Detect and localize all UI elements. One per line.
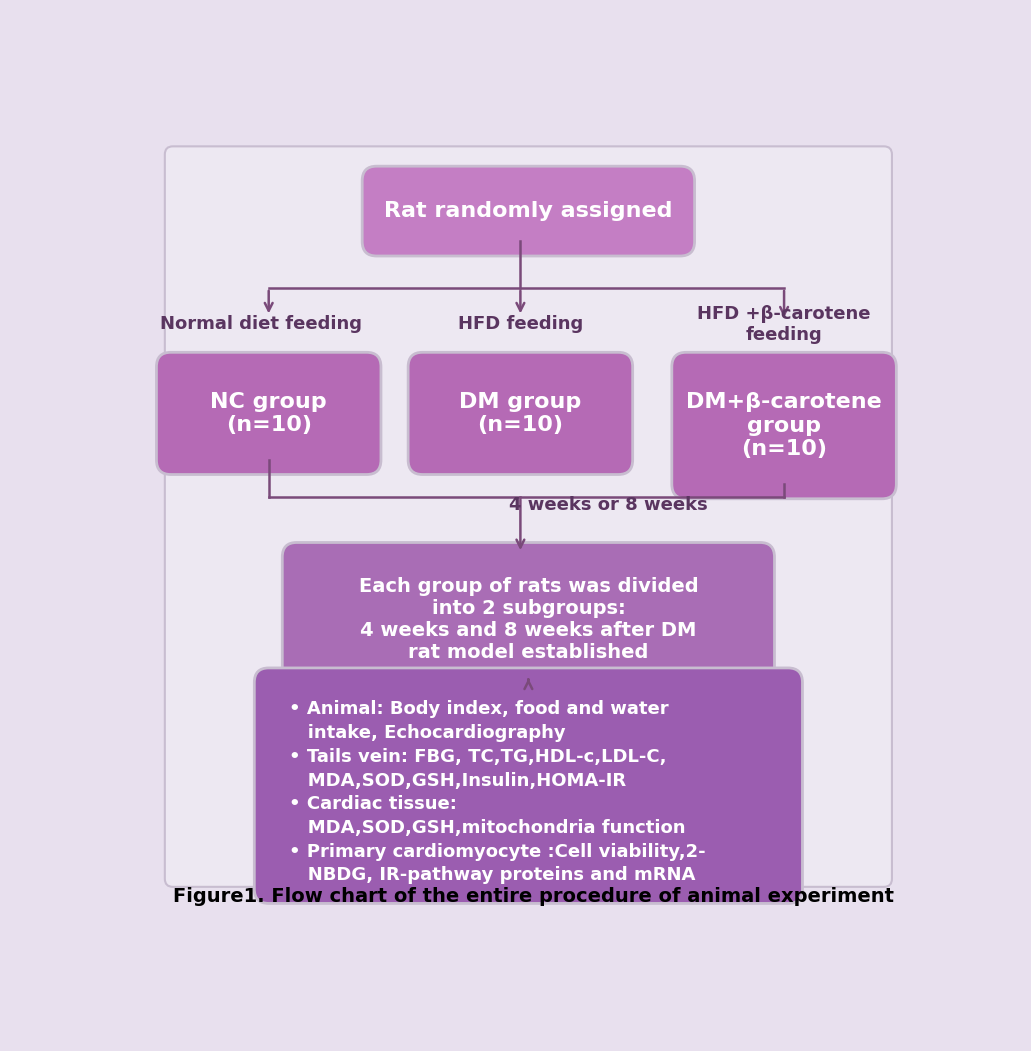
Text: HFD feeding: HFD feeding [458,315,583,333]
Text: • Cardiac tissue:: • Cardiac tissue: [289,796,457,813]
FancyBboxPatch shape [157,352,381,474]
Text: HFD +β-carotene
feeding: HFD +β-carotene feeding [697,305,871,344]
Text: • Primary cardiomyocyte :Cell viability,2-: • Primary cardiomyocyte :Cell viability,… [289,843,705,861]
Text: Figure1. Flow chart of the entire procedure of animal experiment: Figure1. Flow chart of the entire proced… [173,887,894,906]
Text: NBDG, IR-pathway proteins and mRNA: NBDG, IR-pathway proteins and mRNA [289,866,695,885]
FancyBboxPatch shape [408,352,633,474]
Text: • Tails vein: FBG, TC,TG,HDL-c,LDL-C,: • Tails vein: FBG, TC,TG,HDL-c,LDL-C, [289,747,666,766]
Text: NC group
(n=10): NC group (n=10) [210,392,327,435]
FancyBboxPatch shape [282,542,774,697]
Text: 4 weeks or 8 weeks: 4 weeks or 8 weeks [509,496,707,514]
Text: MDA,SOD,GSH,Insulin,HOMA-IR: MDA,SOD,GSH,Insulin,HOMA-IR [289,771,626,789]
Text: DM+β-carotene
group
(n=10): DM+β-carotene group (n=10) [687,392,882,458]
FancyBboxPatch shape [255,668,802,904]
Text: intake, Echocardiography: intake, Echocardiography [289,724,565,742]
Text: Rat randomly assigned: Rat randomly assigned [385,201,672,221]
FancyBboxPatch shape [672,352,896,499]
Text: Each group of rats was divided
into 2 subgroups:
4 weeks and 8 weeks after DM
ra: Each group of rats was divided into 2 su… [359,577,698,662]
FancyBboxPatch shape [362,166,695,256]
Text: DM group
(n=10): DM group (n=10) [459,392,581,435]
Text: Normal diet feeding: Normal diet feeding [160,315,362,333]
Text: MDA,SOD,GSH,mitochondria function: MDA,SOD,GSH,mitochondria function [289,819,686,837]
FancyBboxPatch shape [165,146,892,887]
Text: • Animal: Body index, food and water: • Animal: Body index, food and water [289,700,668,718]
